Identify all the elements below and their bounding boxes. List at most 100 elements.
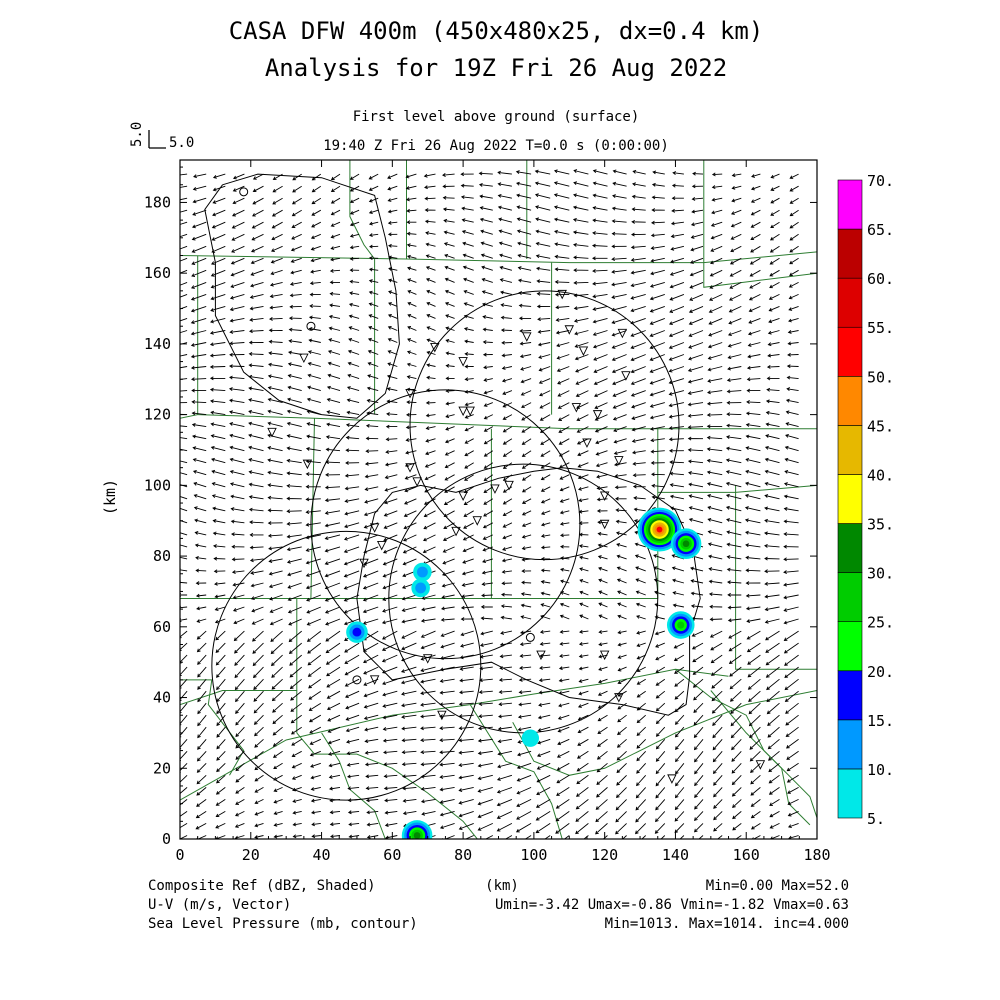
wind-vector	[443, 510, 455, 518]
wind-vector	[383, 786, 398, 791]
wind-vector	[595, 811, 608, 823]
wind-vector	[613, 438, 627, 444]
wind-vector	[458, 714, 474, 719]
wind-vector	[592, 206, 608, 211]
wind-vector	[556, 762, 570, 771]
wind-vector	[622, 835, 627, 839]
wind-vector	[180, 305, 188, 310]
title-line-1: CASA DFW 400m (450x480x25, dx=0.4 km)	[229, 17, 764, 45]
wind-vector	[305, 484, 321, 489]
station-marker	[621, 371, 631, 381]
station-marker	[614, 693, 624, 703]
wind-vector	[764, 581, 780, 586]
wind-vector	[477, 762, 493, 768]
wind-vector	[558, 666, 570, 671]
wind-vector	[635, 578, 646, 584]
wind-vector	[286, 446, 302, 452]
wind-vector	[348, 314, 360, 319]
colorbar-swatch	[837, 425, 863, 475]
wind-vector	[688, 494, 704, 500]
colorbar-tick-label: 5.	[867, 810, 885, 828]
wind-vector	[180, 507, 188, 512]
wind-vector	[706, 482, 723, 488]
wind-vector	[406, 208, 417, 213]
wind-vector	[636, 666, 646, 673]
wind-vector	[289, 293, 302, 298]
wind-vector	[655, 702, 666, 712]
wind-vector	[403, 510, 417, 517]
wind-vector	[559, 486, 570, 492]
wind-vector	[744, 518, 761, 524]
wind-vector	[592, 342, 608, 349]
wind-vector	[769, 282, 780, 289]
wind-vector	[556, 342, 570, 348]
colorbar-tick-label: 50.	[867, 368, 894, 386]
wind-vector	[407, 266, 417, 271]
wind-vector	[362, 618, 379, 625]
vector-key-label: 5.0	[169, 135, 194, 151]
wind-vector	[521, 557, 532, 562]
wind-vector	[502, 510, 513, 517]
wind-vector	[748, 690, 761, 702]
wind-vector	[268, 351, 283, 356]
wind-vector	[229, 398, 245, 404]
wind-vector	[366, 398, 379, 404]
wind-vector	[540, 545, 551, 550]
wind-vector	[577, 702, 589, 708]
wind-vector	[709, 630, 723, 638]
wind-vector	[368, 314, 379, 319]
wind-vector	[707, 493, 723, 500]
wind-vector	[611, 269, 627, 274]
wind-vector	[578, 690, 589, 696]
wind-vector	[309, 750, 321, 757]
wind-vector	[286, 409, 302, 416]
wind-vector	[706, 470, 723, 476]
wind-vector	[788, 317, 799, 323]
wind-vector	[461, 206, 474, 211]
wind-vector	[483, 450, 494, 457]
wind-vector	[573, 280, 589, 285]
wind-vector	[596, 486, 608, 491]
wind-vector	[403, 498, 417, 505]
wind-vector	[497, 762, 513, 769]
wind-vector	[750, 823, 761, 830]
wind-vector	[576, 414, 589, 421]
wind-vector	[516, 811, 532, 820]
wind-vector	[382, 690, 398, 697]
wind-vector	[783, 544, 799, 549]
wind-vector	[463, 522, 474, 529]
wind-vector	[477, 798, 493, 806]
wind-vector	[381, 666, 398, 674]
wind-vector	[636, 654, 646, 660]
wind-vector	[271, 233, 283, 241]
wind-vector	[537, 714, 551, 720]
wind-vector	[750, 197, 761, 203]
wind-vector	[534, 181, 551, 187]
wind-vector	[180, 531, 188, 536]
wind-vector	[382, 582, 398, 590]
wind-vector	[306, 422, 321, 428]
wind-vector	[480, 241, 493, 247]
wind-vector	[630, 378, 646, 385]
wind-vector	[726, 542, 742, 548]
wind-vector	[405, 185, 417, 190]
wind-vector	[784, 678, 799, 691]
wind-vector	[406, 231, 417, 236]
wind-vector	[210, 257, 226, 265]
wind-vector	[211, 457, 226, 464]
wind-vector	[707, 366, 723, 372]
wind-vector	[502, 522, 513, 528]
wind-vector	[668, 342, 685, 350]
wind-vector	[308, 315, 321, 320]
wind-vector	[461, 582, 474, 587]
wind-vector	[425, 426, 436, 431]
wind-vector	[730, 714, 742, 727]
wind-vector	[307, 385, 321, 392]
wind-vector	[310, 762, 321, 768]
wind-vector	[764, 494, 780, 500]
station-marker	[599, 519, 610, 530]
plot-area: 0 20 40 60 80 100 120 140 160 1800204060801001201…	[101, 159, 831, 864]
wind-vector	[521, 569, 532, 573]
wind-vector	[617, 630, 627, 635]
wind-vector	[783, 482, 799, 488]
